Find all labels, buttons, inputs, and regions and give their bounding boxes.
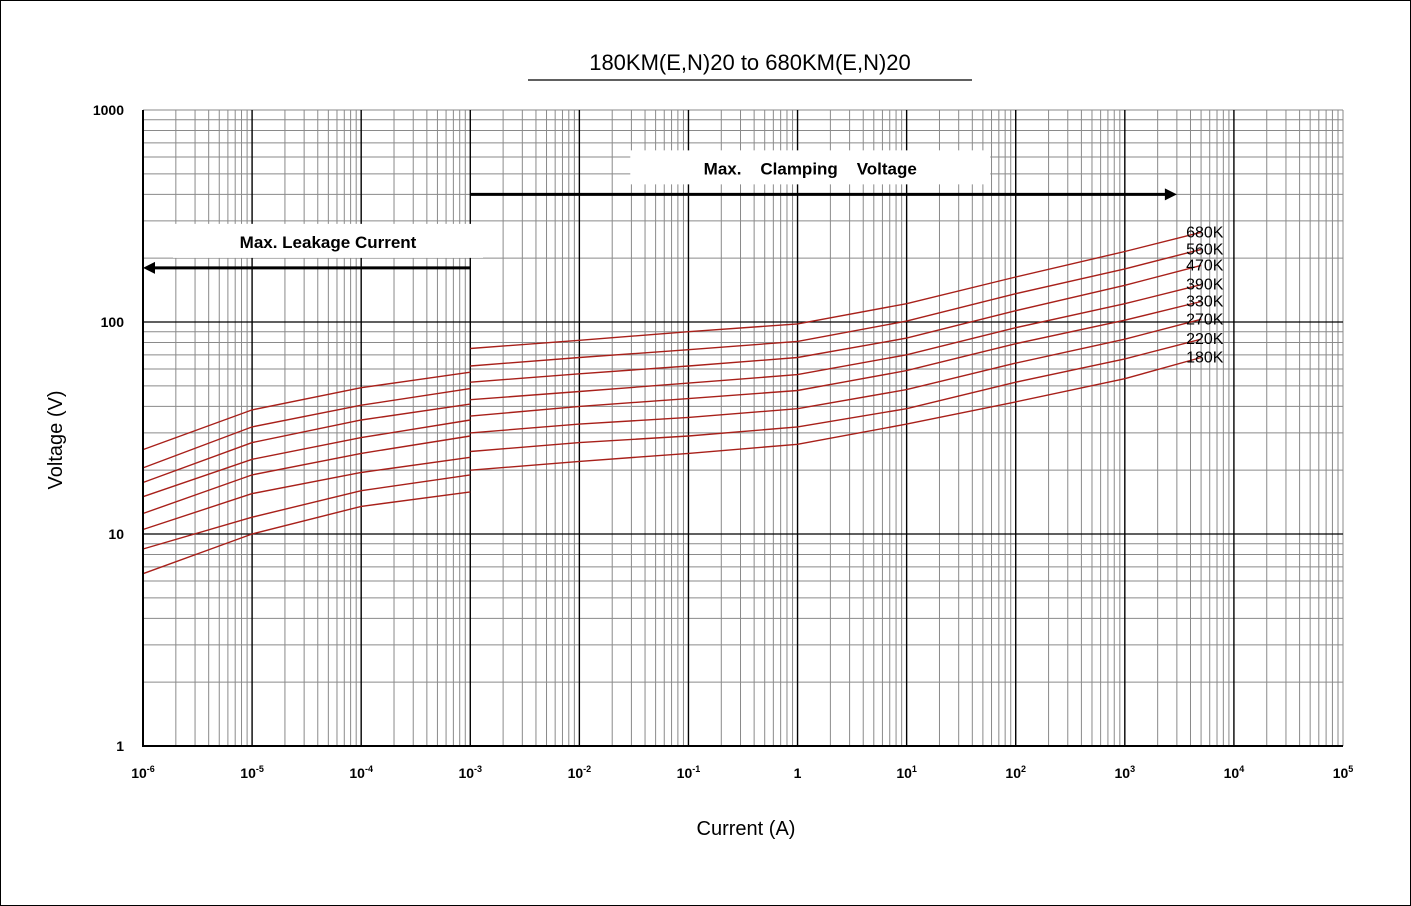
y-tick-label: 10 (108, 526, 124, 542)
x-tick-label: 1 (794, 765, 802, 781)
chart-title: 180KM(E,N)20 to 680KM(E,N)20 (589, 50, 911, 75)
series-470k-clamping-line (470, 264, 1202, 383)
series-label-680k: 680K (1186, 224, 1224, 241)
x-tick-label: 10-2 (568, 764, 592, 781)
x-tick-label: 10-5 (240, 764, 264, 781)
series-180k-clamping-line (470, 356, 1202, 471)
y-tick-label: 100 (101, 314, 125, 330)
series-label-180k: 180K (1186, 350, 1224, 367)
series-330k-leakage-line (142, 435, 471, 515)
y-tick-label: 1 (116, 738, 124, 754)
clamping-annotation: Max. Clamping Voltage (470, 150, 1177, 201)
x-tick-label: 105 (1333, 764, 1354, 781)
series-390k-clamping-line (470, 284, 1202, 401)
annotation-text: Max. Clamping Voltage (704, 159, 917, 178)
series-680k-leakage-line (142, 371, 471, 451)
series-180k-leakage-line (142, 491, 471, 575)
y-axis-label: Voltage (V) (45, 391, 67, 490)
x-tick-label: 10-4 (349, 764, 373, 781)
series-470k-leakage-line (142, 403, 471, 484)
series-270k-clamping-line (470, 318, 1202, 434)
series-lines (142, 231, 1202, 575)
annotation-arrow-head (1164, 188, 1177, 201)
series-560k-leakage-line (142, 387, 471, 469)
x-tick-label: 101 (896, 764, 917, 781)
annotations: Max. Leakage Current Max. Clamping Voltag… (143, 150, 1177, 274)
axes (142, 110, 1343, 747)
series-680k-clamping-line (470, 231, 1202, 350)
series-330k-clamping-line (470, 300, 1202, 417)
series-label-220k: 220K (1186, 331, 1224, 348)
series-390k-leakage-line (142, 419, 471, 498)
y-tick-label: 1000 (93, 102, 124, 118)
annotation-arrow-head (143, 261, 155, 274)
series-label-270k: 270K (1186, 311, 1224, 328)
series-220k-clamping-line (470, 338, 1202, 453)
x-tick-label: 10-1 (677, 764, 701, 781)
series-label-330k: 330K (1186, 293, 1224, 310)
series-label-560k: 560K (1186, 241, 1224, 258)
series-560k-clamping-line (470, 248, 1202, 367)
series-220k-leakage-line (142, 474, 471, 550)
minor-grid (143, 109, 1344, 746)
x-axis-label: Current (A) (697, 818, 796, 840)
series-270k-leakage-line (142, 456, 471, 531)
annotation-text: Max. Leakage Current (240, 233, 417, 252)
x-tick-label: 103 (1115, 764, 1136, 781)
x-tick-label: 102 (1005, 764, 1026, 781)
annotation-box (630, 150, 991, 185)
x-tick-label: 10-6 (131, 764, 155, 781)
x-tick-label: 104 (1224, 764, 1245, 781)
tick-labels: 10-6 10-5 10-4 10-3 10-2 10-1 1 101 102 103 104 105… (93, 102, 1353, 781)
x-tick-label: 10-3 (458, 764, 482, 781)
annotation-box (173, 223, 483, 258)
series-label-390k: 390K (1186, 277, 1224, 294)
series-label-470k: 470K (1186, 257, 1224, 274)
leakage-annotation: Max. Leakage Current (143, 223, 483, 274)
major-grid (143, 110, 1343, 746)
